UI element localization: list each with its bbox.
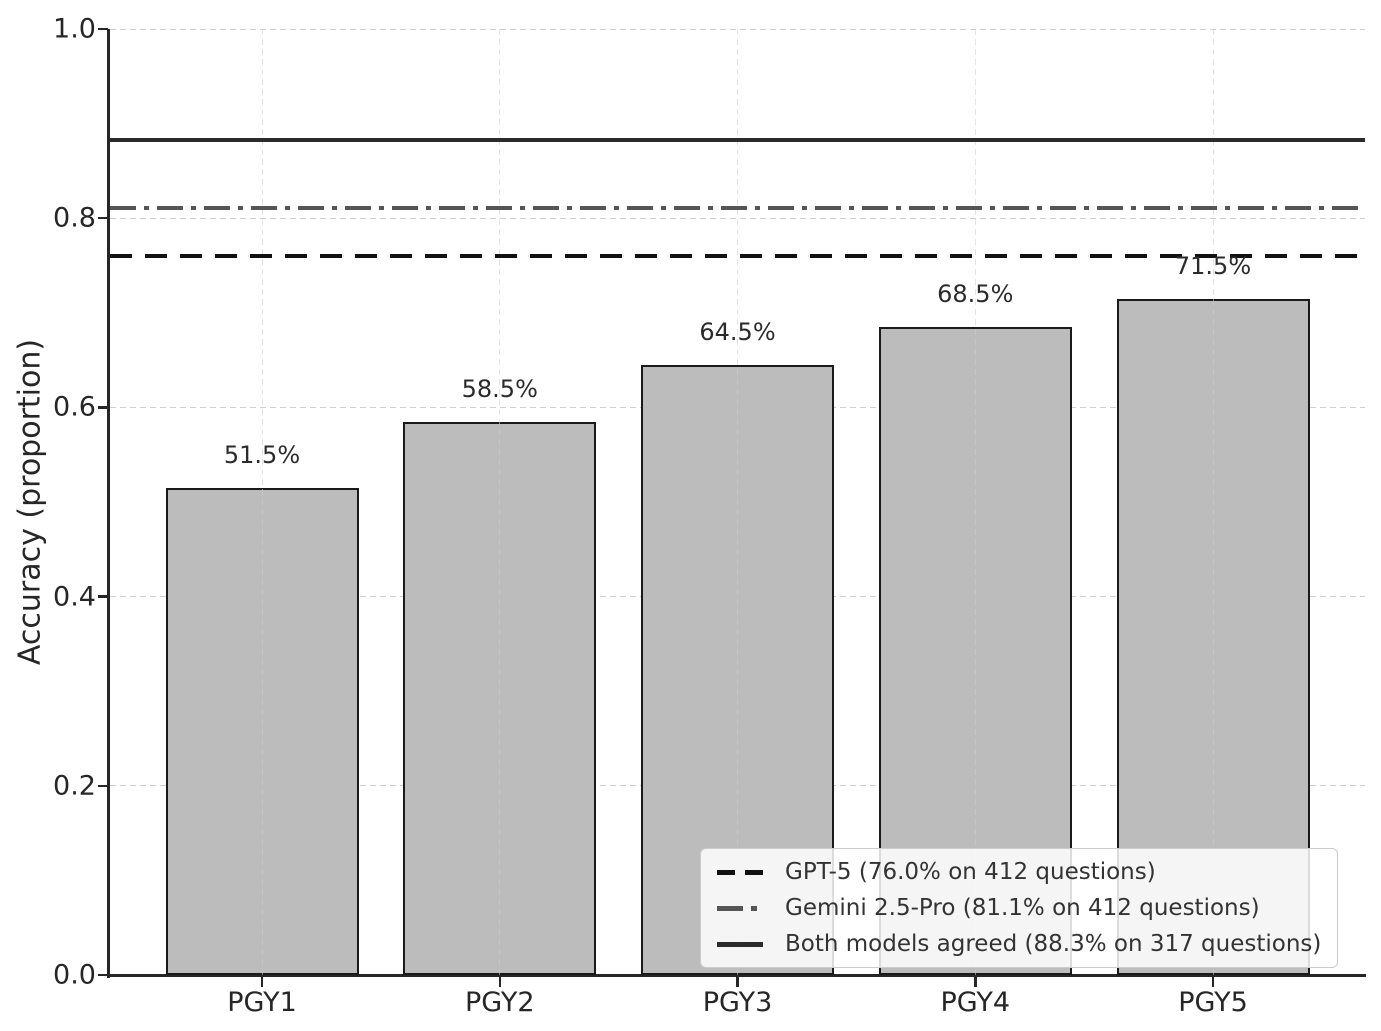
bar-value-label: 58.5% bbox=[461, 374, 538, 403]
x-tick-label: PGY3 bbox=[702, 987, 773, 1018]
y-axis-spine bbox=[107, 29, 110, 978]
x-tick-label: PGY2 bbox=[464, 987, 535, 1018]
v-gridline bbox=[1212, 29, 1214, 975]
dashdot-line-sample-icon bbox=[717, 905, 763, 911]
y-tick-label: 0.4 bbox=[53, 581, 96, 613]
y-axis-title: Accuracy (proportion) bbox=[12, 338, 48, 666]
plot-area: 51.5% 58.5% 64.5% 68.5% 71.5% GPT-5 (76.0% on… bbox=[110, 28, 1365, 975]
legend-label: Both models agreed (88.3% on 317 questio… bbox=[785, 931, 1322, 957]
v-gridline bbox=[737, 29, 738, 975]
reference-line-dashdot bbox=[110, 205, 1365, 210]
x-tick-mark bbox=[736, 977, 739, 987]
solid-line-sample-icon bbox=[717, 941, 763, 947]
reference-line-solid bbox=[110, 137, 1365, 142]
legend-item: Both models agreed (88.3% on 317 questio… bbox=[717, 926, 1321, 962]
bar-value-label: 68.5% bbox=[937, 279, 1014, 308]
x-axis-spine bbox=[107, 974, 1366, 977]
y-tick-label: 1.0 bbox=[53, 13, 96, 45]
legend-item: GPT-5 (76.0% on 412 questions) bbox=[717, 854, 1321, 890]
bar-value-label: 64.5% bbox=[699, 317, 776, 346]
y-tick-mark bbox=[98, 595, 108, 598]
legend-label: GPT-5 (76.0% on 412 questions) bbox=[785, 859, 1156, 885]
bar-value-label: 71.5% bbox=[1174, 251, 1252, 280]
v-gridline bbox=[261, 29, 263, 975]
y-tick-label: 0.0 bbox=[53, 959, 96, 991]
x-tick-label: PGY5 bbox=[1178, 987, 1248, 1018]
x-tick-label: PGY4 bbox=[940, 987, 1011, 1018]
dashed-line-sample-icon bbox=[717, 869, 763, 875]
y-tick-label: 0.8 bbox=[53, 202, 96, 234]
reference-line-dashed bbox=[110, 254, 1365, 259]
y-tick-mark bbox=[98, 216, 108, 220]
x-tick-label: PGY1 bbox=[227, 987, 297, 1018]
legend-item: Gemini 2.5-Pro (81.1% on 412 questions) bbox=[717, 890, 1321, 926]
y-tick-label: 0.6 bbox=[53, 391, 96, 423]
v-gridline bbox=[974, 29, 976, 975]
legend-label: Gemini 2.5-Pro (81.1% on 412 questions) bbox=[785, 895, 1260, 921]
x-tick-mark bbox=[1211, 977, 1215, 987]
v-gridline bbox=[499, 29, 501, 975]
bar-value-label: 51.5% bbox=[223, 440, 301, 469]
y-tick-mark bbox=[98, 27, 108, 31]
y-tick-mark bbox=[98, 973, 108, 977]
x-tick-mark bbox=[260, 977, 264, 987]
y-tick-label: 0.2 bbox=[53, 770, 96, 802]
legend: GPT-5 (76.0% on 412 questions) Gemini 2.5… bbox=[700, 848, 1339, 968]
y-tick-mark bbox=[98, 406, 108, 409]
y-tick-mark bbox=[98, 784, 108, 788]
x-tick-mark bbox=[974, 977, 977, 987]
x-tick-mark bbox=[498, 977, 501, 987]
